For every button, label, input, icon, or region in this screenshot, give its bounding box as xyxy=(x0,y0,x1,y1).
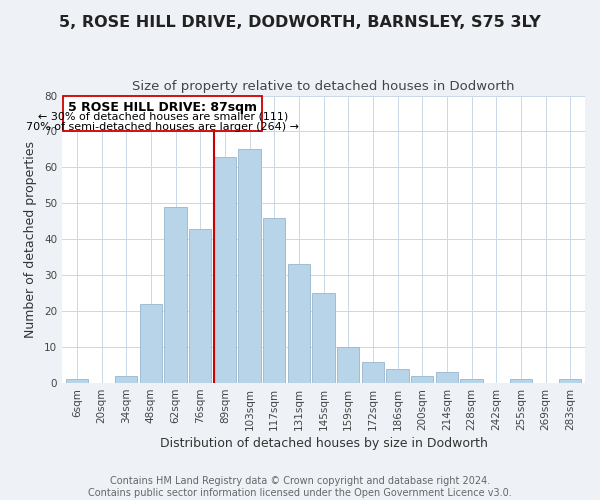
Bar xyxy=(288,264,310,383)
Text: 70% of semi-detached houses are larger (264) →: 70% of semi-detached houses are larger (… xyxy=(26,122,299,132)
Bar xyxy=(362,362,384,383)
Bar xyxy=(238,150,260,383)
FancyBboxPatch shape xyxy=(64,96,262,132)
Text: 5, ROSE HILL DRIVE, DODWORTH, BARNSLEY, S75 3LY: 5, ROSE HILL DRIVE, DODWORTH, BARNSLEY, … xyxy=(59,15,541,30)
Text: 5 ROSE HILL DRIVE: 87sqm: 5 ROSE HILL DRIVE: 87sqm xyxy=(68,101,257,114)
Text: Contains HM Land Registry data © Crown copyright and database right 2024.
Contai: Contains HM Land Registry data © Crown c… xyxy=(88,476,512,498)
Bar xyxy=(386,368,409,383)
Title: Size of property relative to detached houses in Dodworth: Size of property relative to detached ho… xyxy=(133,80,515,93)
Bar xyxy=(411,376,433,383)
Bar xyxy=(436,372,458,383)
X-axis label: Distribution of detached houses by size in Dodworth: Distribution of detached houses by size … xyxy=(160,437,487,450)
Bar xyxy=(189,228,211,383)
Text: ← 30% of detached houses are smaller (111): ← 30% of detached houses are smaller (11… xyxy=(38,112,288,122)
Bar xyxy=(559,380,581,383)
Bar xyxy=(140,304,162,383)
Y-axis label: Number of detached properties: Number of detached properties xyxy=(24,141,37,338)
Bar xyxy=(214,156,236,383)
Bar xyxy=(460,380,482,383)
Bar xyxy=(263,218,286,383)
Bar xyxy=(66,380,88,383)
Bar xyxy=(510,380,532,383)
Bar xyxy=(115,376,137,383)
Bar xyxy=(313,293,335,383)
Bar xyxy=(337,347,359,383)
Bar xyxy=(164,207,187,383)
